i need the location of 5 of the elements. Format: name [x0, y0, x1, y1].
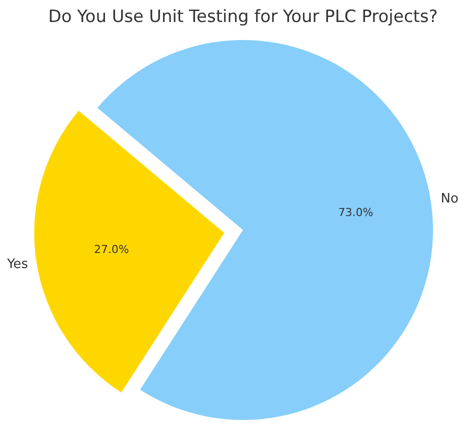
slice-label: Yes	[6, 257, 28, 272]
chart-title: Do You Use Unit Testing for Your PLC Projects?	[48, 7, 438, 27]
data-label: 27.0%	[94, 242, 129, 256]
data-label: 73.0%	[338, 206, 374, 219]
slice-label: No	[440, 192, 459, 207]
